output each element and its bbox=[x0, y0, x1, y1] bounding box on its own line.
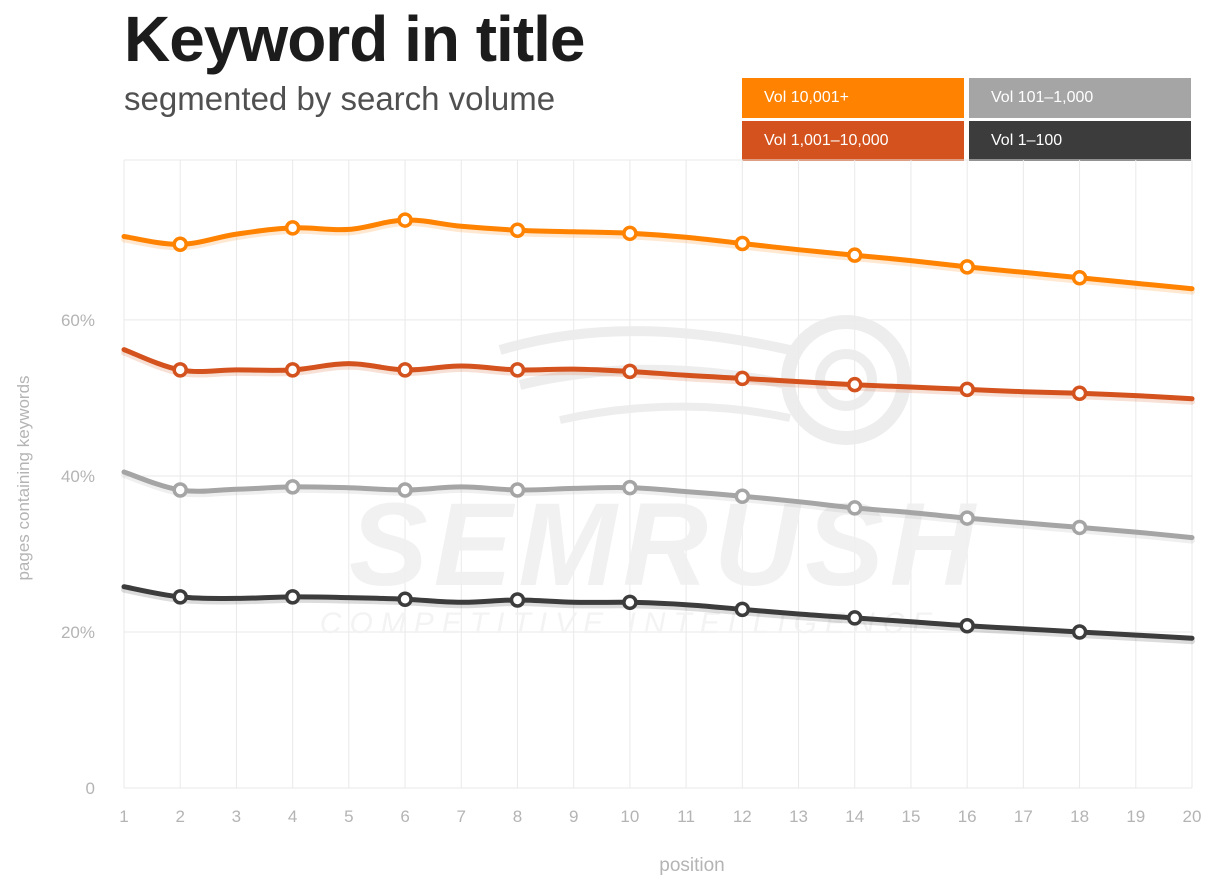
legend-item-vol-10001-plus: Vol 10,001+ bbox=[742, 78, 964, 118]
x-tick-label: 3 bbox=[232, 807, 241, 826]
y-tick-label: 0 bbox=[86, 779, 95, 798]
data-point bbox=[846, 247, 863, 263]
data-point bbox=[734, 601, 751, 618]
semrush-watermark: SEMRUSH COMPETITIVE INTELLIGENCE bbox=[320, 315, 981, 640]
y-tick-label: 20% bbox=[61, 623, 95, 642]
x-tick-label: 17 bbox=[1014, 807, 1033, 826]
x-tick-label: 12 bbox=[733, 807, 752, 826]
data-point bbox=[172, 362, 188, 378]
x-tick-label: 10 bbox=[620, 807, 639, 826]
x-axis-title: position bbox=[659, 855, 725, 876]
x-tick-label: 19 bbox=[1126, 807, 1145, 826]
x-tick-label: 1 bbox=[119, 807, 128, 826]
data-point bbox=[284, 589, 301, 605]
data-point bbox=[284, 362, 301, 378]
data-point bbox=[397, 212, 413, 228]
data-point bbox=[509, 362, 526, 378]
chart-subtitle: segmented by search volume bbox=[124, 80, 556, 117]
x-tick-label: 16 bbox=[958, 807, 977, 826]
data-point bbox=[284, 479, 301, 495]
data-point bbox=[846, 376, 863, 393]
x-tick-label: 11 bbox=[677, 807, 695, 826]
x-tick-label: 14 bbox=[845, 807, 864, 826]
data-point bbox=[1071, 385, 1088, 402]
axes: 1 2 3 4 5 6 7 8 9 10 11 12 13 14 15 16 17 18 19 20020%40%60… bbox=[61, 311, 1201, 826]
data-point bbox=[509, 482, 526, 498]
x-tick-label: 2 bbox=[175, 807, 184, 826]
legend-item-vol-1001-10000: Vol 1,001–10,000 bbox=[742, 121, 964, 161]
chart-title: Keyword in title bbox=[124, 3, 585, 75]
data-point bbox=[509, 592, 526, 608]
data-point bbox=[509, 222, 526, 238]
data-point bbox=[397, 591, 413, 607]
series-2 bbox=[121, 347, 1195, 405]
data-point bbox=[734, 235, 751, 252]
data-point bbox=[172, 236, 188, 253]
data-point bbox=[622, 225, 638, 242]
watermark-tagline: COMPETITIVE INTELLIGENCE bbox=[320, 607, 940, 640]
series-1 bbox=[121, 212, 1195, 295]
data-point bbox=[622, 594, 638, 611]
grid bbox=[123, 159, 1193, 789]
data-point bbox=[959, 510, 975, 526]
data-point bbox=[622, 363, 638, 380]
legend-item-vol-1-100: Vol 1–100 bbox=[969, 121, 1191, 161]
data-point bbox=[959, 617, 975, 634]
series bbox=[121, 212, 1195, 645]
series-4 bbox=[121, 584, 1195, 645]
data-point bbox=[1071, 519, 1088, 536]
data-point bbox=[397, 362, 413, 378]
data-point bbox=[734, 488, 751, 504]
y-axis-title: pages containing keywords bbox=[14, 375, 33, 580]
data-point bbox=[959, 259, 975, 275]
data-point bbox=[172, 589, 188, 605]
x-tick-label: 8 bbox=[513, 807, 522, 826]
x-tick-label: 7 bbox=[457, 807, 466, 826]
data-point bbox=[1071, 624, 1088, 640]
data-point bbox=[1071, 270, 1088, 286]
x-tick-label: 9 bbox=[569, 807, 578, 826]
data-point bbox=[284, 220, 301, 236]
y-tick-label: 40% bbox=[61, 467, 95, 486]
x-tick-label: 6 bbox=[400, 807, 409, 826]
data-point bbox=[846, 610, 863, 626]
x-tick-label: 5 bbox=[344, 807, 353, 826]
x-tick-label: 18 bbox=[1070, 807, 1089, 826]
series-3 bbox=[121, 469, 1195, 544]
watermark-brand: SEMRUSH bbox=[349, 479, 981, 611]
data-point bbox=[622, 479, 638, 496]
legend: Vol 10,001+ Vol 101–1,000 Vol 1,001–10,0… bbox=[742, 78, 1193, 161]
y-tick-label: 60% bbox=[61, 311, 95, 330]
data-point bbox=[959, 381, 975, 398]
x-tick-label: 13 bbox=[789, 807, 808, 826]
x-tick-label: 20 bbox=[1183, 807, 1202, 826]
x-tick-label: 4 bbox=[288, 807, 297, 826]
legend-item-vol-101-1000: Vol 101–1,000 bbox=[969, 78, 1191, 118]
data-point bbox=[734, 370, 751, 387]
data-point bbox=[846, 500, 863, 516]
data-point bbox=[172, 482, 188, 498]
data-point bbox=[397, 482, 413, 498]
x-tick-label: 15 bbox=[901, 807, 920, 826]
